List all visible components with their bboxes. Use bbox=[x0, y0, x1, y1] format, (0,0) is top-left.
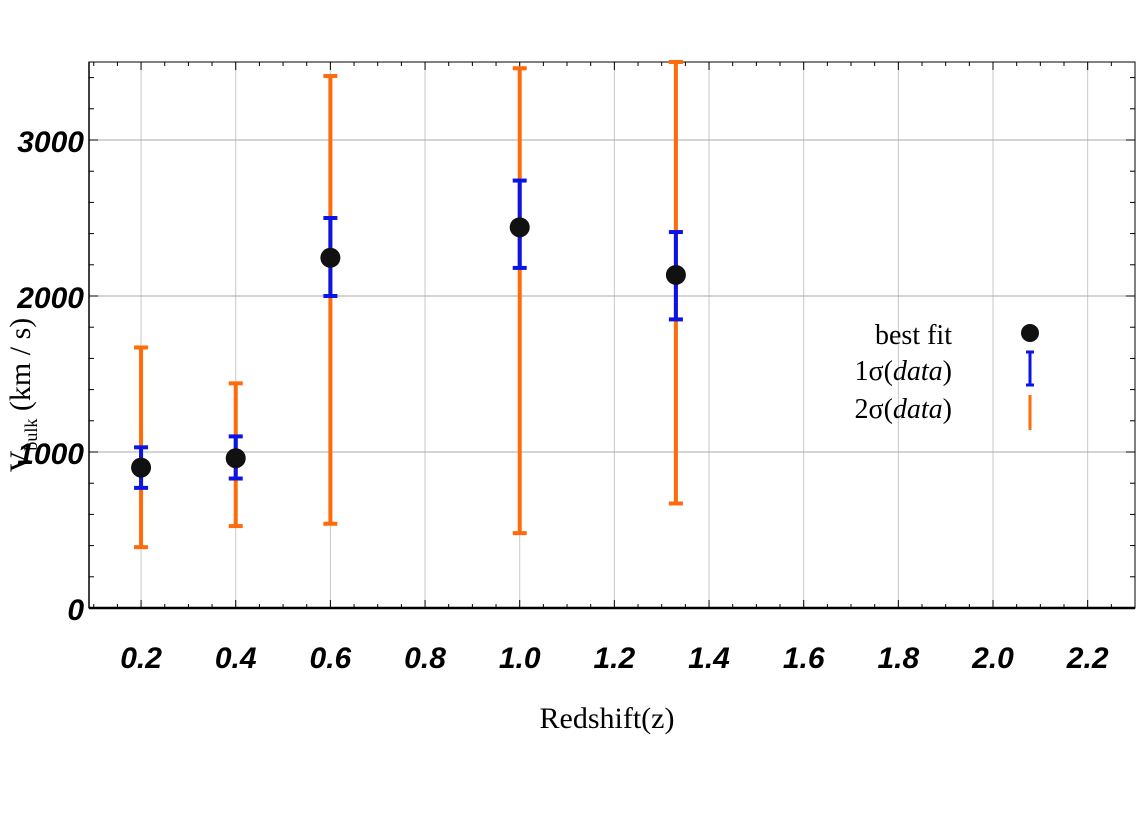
y-tick-label-0: 0 bbox=[67, 594, 84, 627]
y-axis-title: Vbulk (km / s) bbox=[4, 318, 41, 473]
x-tick-label-0: 0.2 bbox=[120, 642, 162, 675]
x-tick-label-5: 1.2 bbox=[594, 642, 636, 675]
x-tick-label-3: 0.8 bbox=[404, 642, 446, 675]
best-fit-point-0 bbox=[131, 457, 152, 478]
plot-frame bbox=[88, 61, 1136, 609]
y-tick-label-1: 1000 bbox=[17, 438, 84, 471]
best-fit-point-4 bbox=[665, 264, 686, 285]
best-fit-point-3 bbox=[509, 217, 530, 238]
y-axis-title-main: V bbox=[4, 450, 37, 472]
x-tick-labels: 0.2 0.4 0.6 0.8 1.0 1.2 1.4 1.6 1.8 2.0 2.2 bbox=[120, 642, 1109, 675]
x-axis-title: Redshift(z) bbox=[540, 702, 675, 735]
legend-label-2sigma-prefix: 2σ( bbox=[854, 394, 892, 425]
x-tick-label-10: 2.2 bbox=[1066, 642, 1109, 675]
error-bar-2sigma-2 bbox=[323, 74, 338, 526]
error-bars-2sigma bbox=[134, 60, 683, 550]
x-tick-label-2: 0.6 bbox=[310, 642, 352, 675]
x-tick-label-7: 1.6 bbox=[783, 642, 825, 675]
y-axis-title-unit: (km / s) bbox=[4, 318, 37, 419]
x-tick-label-6: 1.4 bbox=[688, 642, 730, 675]
best-fit-point-2 bbox=[320, 247, 341, 268]
best-fit-points bbox=[131, 217, 686, 478]
x-tick-label-1: 0.4 bbox=[215, 642, 257, 675]
legend-label-2sigma-suffix: ) bbox=[943, 394, 952, 425]
legend-marker-1sigma bbox=[1026, 350, 1034, 387]
error-bars-1sigma bbox=[134, 178, 683, 490]
y-axis-title-sub: bulk bbox=[21, 419, 41, 451]
legend-label-1sigma-prefix: 1σ( bbox=[854, 356, 892, 387]
x-tick-label-4: 1.0 bbox=[499, 642, 541, 675]
legend-label-best-fit: best fit bbox=[875, 320, 952, 351]
x-tick-label-9: 2.0 bbox=[971, 642, 1014, 675]
grid-lines bbox=[89, 62, 1135, 608]
error-bar-2sigma-3 bbox=[512, 66, 527, 536]
legend-label-1sigma-italic: data bbox=[893, 356, 943, 387]
legend-label-2sigma-italic: data bbox=[893, 394, 943, 425]
legend-label-1sigma-suffix: ) bbox=[943, 356, 952, 387]
y-tick-label-2: 2000 bbox=[16, 282, 84, 315]
legend: best fit 1σ(data) 2σ(data) bbox=[854, 320, 1039, 430]
y-tick-label-3: 3000 bbox=[17, 126, 84, 159]
minor-ticks bbox=[89, 62, 1136, 609]
y-tick-labels: 0 1000 2000 3000 bbox=[16, 126, 84, 627]
legend-marker-best-fit bbox=[1021, 324, 1039, 342]
legend-label-2sigma: 2σ(data) bbox=[854, 394, 952, 425]
best-fit-point-1 bbox=[225, 448, 246, 469]
x-tick-label-8: 1.8 bbox=[877, 642, 919, 675]
legend-label-1sigma: 1σ(data) bbox=[854, 356, 952, 387]
